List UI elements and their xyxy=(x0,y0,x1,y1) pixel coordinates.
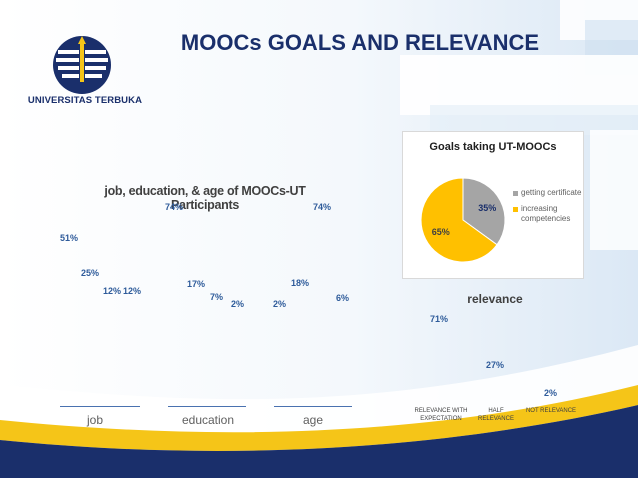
university-name: UNIVERSITAS TERBUKA xyxy=(27,95,143,106)
relevance-category-1: RELEVANCE WITH EXPECTATION xyxy=(414,408,468,422)
pie-label-getting-certificate: 35% xyxy=(478,203,496,213)
education-value-2: 17% xyxy=(187,279,206,289)
education-value-1: 74% xyxy=(165,202,184,212)
job-value-4: 12% xyxy=(123,286,142,296)
group-label-education: education xyxy=(181,413,235,427)
legend-swatch-yellow xyxy=(513,207,518,212)
left-chart-title: job, education, & age of MOOCs-UT Partic… xyxy=(104,184,306,212)
relevance-category-2: HALF RELEVANCE xyxy=(478,408,514,422)
job-value-3: 12% xyxy=(103,286,122,296)
age-axis-line xyxy=(274,406,352,407)
education-value-4: 2% xyxy=(231,299,245,309)
navy-wave xyxy=(0,405,638,478)
pie-chart-title: Goals taking UT-MOOCs xyxy=(429,141,557,153)
education-axis-line xyxy=(168,406,246,407)
age-value-3: 18% xyxy=(291,278,310,288)
universitas-terbuka-logo xyxy=(53,36,111,94)
legend-text: getting certificate xyxy=(521,188,582,197)
relevance-chart-title: relevance xyxy=(467,292,523,306)
age-value-1: 2% xyxy=(273,299,287,309)
yellow-wave xyxy=(0,385,638,451)
goals-pie-chart-box: Goals taking UT-MOOCs 35% 65% getting ce… xyxy=(402,131,584,279)
relevance-value-1: 71% xyxy=(430,314,449,324)
legend-swatch-grey xyxy=(513,191,518,196)
relevance-category-3: NOT RELEVANCE xyxy=(525,408,577,414)
age-value-4: 6% xyxy=(336,293,350,303)
job-value-2: 25% xyxy=(81,268,100,278)
pie-slice-getting-certificate xyxy=(462,177,506,246)
pie-label-increasing-competencies: 65% xyxy=(432,227,450,237)
pie-chart: 35% 65% xyxy=(420,177,506,263)
pie-legend: getting certificate increasing competenc… xyxy=(513,188,585,230)
relevance-value-3: 2% xyxy=(544,388,558,398)
age-value-2: 74% xyxy=(313,202,332,212)
page-title: MOOCs GOALS AND RELEVANCE xyxy=(180,30,540,55)
pie-slice-increasing-competencies xyxy=(420,177,498,263)
legend-item-increasing-competencies: increasing competencies xyxy=(513,204,585,224)
job-axis-line xyxy=(60,406,140,407)
legend-text: increasing competencies xyxy=(521,204,571,223)
legend-item-getting-certificate: getting certificate xyxy=(513,188,585,198)
education-value-3: 7% xyxy=(210,292,224,302)
group-label-age: age xyxy=(302,413,324,427)
job-value-1: 51% xyxy=(60,233,79,243)
relevance-value-2: 27% xyxy=(486,360,505,370)
group-label-job: job xyxy=(86,413,103,427)
